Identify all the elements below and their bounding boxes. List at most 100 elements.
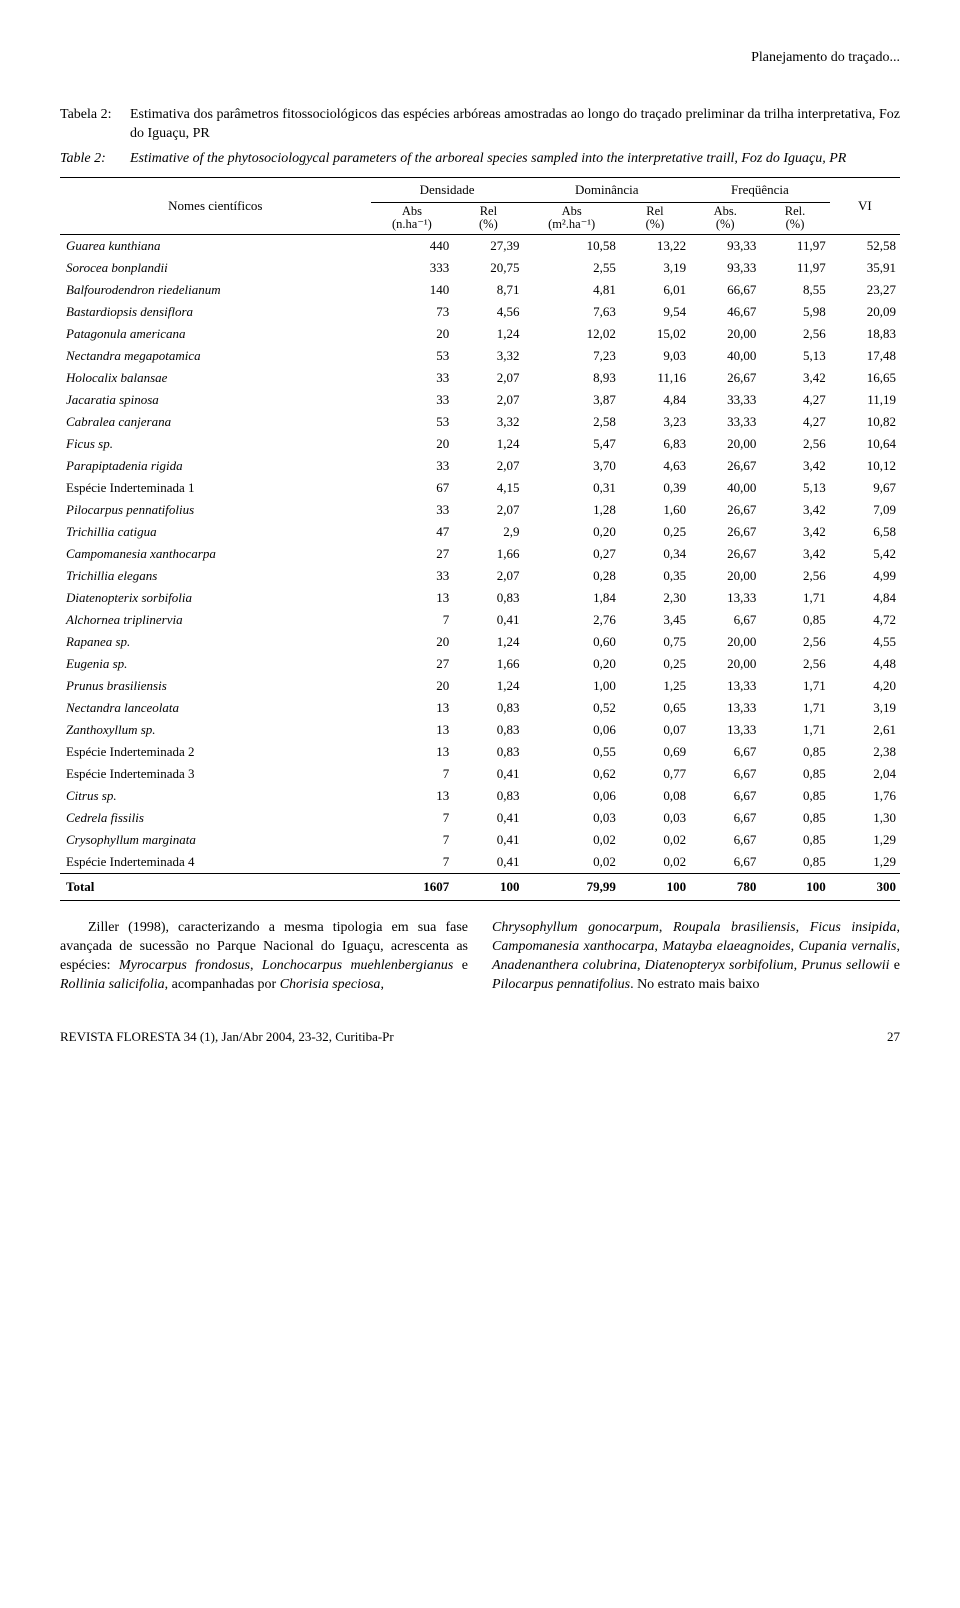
table-cell: 4,56 <box>453 301 523 323</box>
species-name: Trichillia catigua <box>60 521 371 543</box>
table-row: Espécie Inderteminada 470,410,020,026,67… <box>60 851 900 874</box>
table-cell: 7 <box>371 763 454 785</box>
table-cell: 1,60 <box>620 499 690 521</box>
table-cell: 20 <box>371 675 454 697</box>
table-row: Espécie Inderteminada 2130,830,550,696,6… <box>60 741 900 763</box>
table-cell: 4,99 <box>830 565 900 587</box>
table-cell: 6,67 <box>690 829 760 851</box>
table-cell: 0,83 <box>453 785 523 807</box>
table-cell: 11,97 <box>760 257 829 279</box>
table-cell: 79,99 <box>524 874 620 901</box>
table-cell: 2,58 <box>524 411 620 433</box>
table-cell: 7,63 <box>524 301 620 323</box>
table-cell: 4,48 <box>830 653 900 675</box>
table-row: Sorocea bonplandii33320,752,553,1993,331… <box>60 257 900 279</box>
table-cell: 26,67 <box>690 499 760 521</box>
table-cell: 100 <box>453 874 523 901</box>
col-densidade: Densidade <box>371 177 524 202</box>
body-text-right: Chrysophyllum gonocarpum, Roupala brasil… <box>492 919 900 995</box>
species-name: Nectandra megapotamica <box>60 345 371 367</box>
table-cell: 93,33 <box>690 235 760 258</box>
table-cell: 3,42 <box>760 499 829 521</box>
species-name: Citrus sp. <box>60 785 371 807</box>
table-cell: 1,71 <box>760 697 829 719</box>
table-cell: 6,67 <box>690 851 760 874</box>
table-cell: 2,56 <box>760 323 829 345</box>
table-cell: 4,15 <box>453 477 523 499</box>
table-cell: 0,06 <box>524 719 620 741</box>
table-cell: 2,56 <box>760 653 829 675</box>
table-row: Balfourodendron riedelianum1408,714,816,… <box>60 279 900 301</box>
table-cell: 4,27 <box>760 389 829 411</box>
table-cell: 0,02 <box>524 851 620 874</box>
table-cell: 26,67 <box>690 367 760 389</box>
table-cell: 13 <box>371 719 454 741</box>
species-name: Jacaratia spinosa <box>60 389 371 411</box>
table-cell: 0,27 <box>524 543 620 565</box>
table-cell: 2,56 <box>760 433 829 455</box>
table-cell: 333 <box>371 257 454 279</box>
table-cell: 1,71 <box>760 675 829 697</box>
species-name: Parapiptadenia rigida <box>60 455 371 477</box>
table-row: Jacaratia spinosa332,073,874,8433,334,27… <box>60 389 900 411</box>
table-row: Prunus brasiliensis201,241,001,2513,331,… <box>60 675 900 697</box>
species-name: Pilocarpus pennatifolius <box>60 499 371 521</box>
col-dominancia: Dominância <box>524 177 691 202</box>
table-cell: 26,67 <box>690 521 760 543</box>
table-cell: 11,16 <box>620 367 690 389</box>
table-cell: 20,00 <box>690 323 760 345</box>
table-cell: 0,41 <box>453 807 523 829</box>
table-cell: 1,24 <box>453 675 523 697</box>
species-name: Campomanesia xanthocarpa <box>60 543 371 565</box>
species-name: Sorocea bonplandii <box>60 257 371 279</box>
species-name: Cedrela fissilis <box>60 807 371 829</box>
table-cell: 0,34 <box>620 543 690 565</box>
caption-text-en: Estimative of the phytosociologycal para… <box>130 150 900 169</box>
table-row: Pilocarpus pennatifolius332,071,281,6026… <box>60 499 900 521</box>
table-cell: 140 <box>371 279 454 301</box>
table-cell: 1,29 <box>830 829 900 851</box>
running-title: Planejamento do traçado... <box>60 50 900 66</box>
table-cell: 33,33 <box>690 389 760 411</box>
table-cell: 11,19 <box>830 389 900 411</box>
table-cell: 0,20 <box>524 521 620 543</box>
species-name: Espécie Inderteminada 1 <box>60 477 371 499</box>
table-cell: 13,33 <box>690 675 760 697</box>
table-cell: 4,20 <box>830 675 900 697</box>
table-cell: 300 <box>830 874 900 901</box>
table-cell: 13 <box>371 741 454 763</box>
table-cell: 3,19 <box>620 257 690 279</box>
table-cell: 1,76 <box>830 785 900 807</box>
table-cell: 13 <box>371 697 454 719</box>
species-name: Rapanea sp. <box>60 631 371 653</box>
table-cell: 0,03 <box>620 807 690 829</box>
table-cell: 0,83 <box>453 697 523 719</box>
table-cell: 27 <box>371 543 454 565</box>
table-cell: 3,42 <box>760 543 829 565</box>
table-row: Crysophyllum marginata70,410,020,026,670… <box>60 829 900 851</box>
table-cell: 0,25 <box>620 653 690 675</box>
table-cell: 1607 <box>371 874 454 901</box>
table-cell: 0,83 <box>453 587 523 609</box>
table-cell: 2,56 <box>760 631 829 653</box>
table-row: Diatenopterix sorbifolia130,831,842,3013… <box>60 587 900 609</box>
table-cell: 33 <box>371 389 454 411</box>
table-cell: 4,72 <box>830 609 900 631</box>
table-cell: 40,00 <box>690 477 760 499</box>
table-cell: 7 <box>371 609 454 631</box>
table-caption-pt: Tabela 2: Estimativa dos parâmetros fito… <box>60 106 900 144</box>
table-cell: 0,85 <box>760 785 829 807</box>
table-cell: 3,45 <box>620 609 690 631</box>
table-cell: 1,66 <box>453 543 523 565</box>
species-name: Bastardiopsis densiflora <box>60 301 371 323</box>
table-cell: 73 <box>371 301 454 323</box>
table-row: Nectandra megapotamica533,327,239,0340,0… <box>60 345 900 367</box>
species-name: Eugenia sp. <box>60 653 371 675</box>
table-row: Campomanesia xanthocarpa271,660,270,3426… <box>60 543 900 565</box>
table-cell: 6,67 <box>690 741 760 763</box>
table-cell: 47 <box>371 521 454 543</box>
col-vi: VI <box>830 177 900 235</box>
table-cell: 1,00 <box>524 675 620 697</box>
table-cell: 33,33 <box>690 411 760 433</box>
col-abs-nha: Abs(n.ha⁻¹) <box>371 202 454 235</box>
